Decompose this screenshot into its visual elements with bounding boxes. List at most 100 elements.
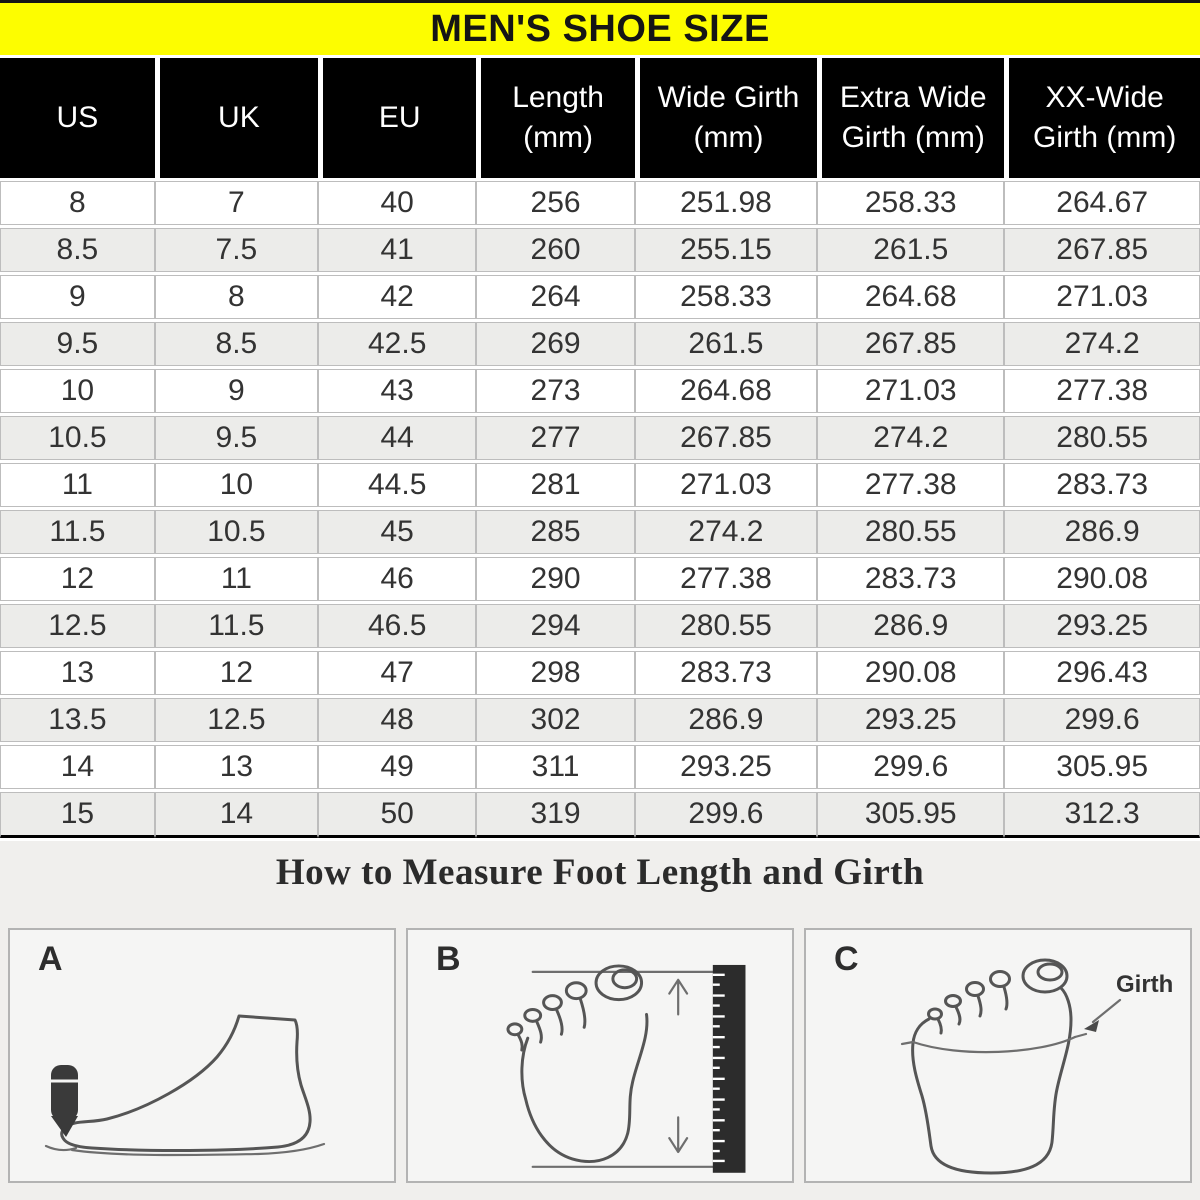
column-header: US <box>0 58 155 178</box>
cell: 299.6 <box>817 745 1005 789</box>
cell: 271.03 <box>817 369 1005 413</box>
pencil-icon <box>51 1065 78 1120</box>
panel-c: C Girth <box>804 928 1192 1183</box>
cell: 283.73 <box>817 557 1005 601</box>
arrow-down-icon <box>668 1116 689 1154</box>
cell: 274.2 <box>817 416 1005 460</box>
cell: 277.38 <box>1004 369 1200 413</box>
cell: 264.68 <box>817 275 1005 319</box>
column-header: XX-Wide Girth (mm) <box>1004 58 1200 178</box>
cell: 286.9 <box>817 604 1005 648</box>
cell: 277.38 <box>817 463 1005 507</box>
cell: 267.85 <box>817 322 1005 366</box>
title-band: MEN'S SHOE SIZE <box>0 0 1200 55</box>
cell: 12 <box>0 557 155 601</box>
cell: 294 <box>476 604 635 648</box>
cell: 13 <box>0 651 155 695</box>
cell: 267.85 <box>634 416 818 460</box>
cell: 286.9 <box>634 698 818 742</box>
panel-a: A <box>8 928 396 1183</box>
cell: 9 <box>0 275 155 319</box>
measure-panels: A B <box>0 928 1200 1183</box>
cell: 281 <box>476 463 635 507</box>
girth-label: Girth <box>1116 971 1173 998</box>
cell: 258.33 <box>634 275 818 319</box>
cell: 312.3 <box>1004 792 1200 838</box>
cell: 293.25 <box>634 745 818 789</box>
table-row: 11.5 10.5 45 285 274.2 280.55 286.9 <box>0 510 1200 554</box>
cell: 255.15 <box>634 228 818 272</box>
cell: 44 <box>317 416 477 460</box>
girth-arrow-icon <box>1091 998 1122 1024</box>
table-row: 11 10 44.5 281 271.03 277.38 283.73 <box>0 463 1200 507</box>
cell: 256 <box>476 181 635 225</box>
cell: 267.85 <box>1004 228 1200 272</box>
cell: 13 <box>154 745 318 789</box>
panel-a-label: A <box>38 940 63 978</box>
table-row: 9.5 8.5 42.5 269 261.5 267.85 274.2 <box>0 322 1200 366</box>
cell: 285 <box>476 510 635 554</box>
foot-side-pencil-length-diagram-icon <box>44 1014 326 1157</box>
cell: 10 <box>0 369 155 413</box>
cell: 9 <box>154 369 318 413</box>
cell: 258.33 <box>817 181 1005 225</box>
cell: 293.25 <box>1004 604 1200 648</box>
cell: 305.95 <box>1004 745 1200 789</box>
cell: 40 <box>317 181 477 225</box>
foot-top-ruler-length-diagram-icon <box>506 964 746 1173</box>
cell: 311 <box>476 745 635 789</box>
column-header: Wide Girth (mm) <box>634 58 818 178</box>
cell: 302 <box>476 698 635 742</box>
table-row: 13 12 47 298 283.73 290.08 296.43 <box>0 651 1200 695</box>
cell: 277.38 <box>634 557 818 601</box>
panel-c-label: C <box>834 940 859 978</box>
cell: 290 <box>476 557 635 601</box>
cell: 277 <box>476 416 635 460</box>
cell: 8 <box>0 181 155 225</box>
measure-section: How to Measure Foot Length and Girth A B <box>0 851 1200 1183</box>
cell: 264.68 <box>634 369 818 413</box>
column-header: EU <box>317 58 477 178</box>
table-row: 10.5 9.5 44 277 267.85 274.2 280.55 <box>0 416 1200 460</box>
cell: 273 <box>476 369 635 413</box>
cell: 299.6 <box>634 792 818 838</box>
cell: 296.43 <box>1004 651 1200 695</box>
table-row: 12 11 46 290 277.38 283.73 290.08 <box>0 557 1200 601</box>
table-row: 15 14 50 319 299.6 305.95 312.3 <box>0 792 1200 838</box>
cell: 44.5 <box>317 463 477 507</box>
column-header: UK <box>154 58 318 178</box>
table-row: 8 7 40 256 251.98 258.33 264.67 <box>0 181 1200 225</box>
table-row: 14 13 49 311 293.25 299.6 305.95 <box>0 745 1200 789</box>
cell: 283.73 <box>1004 463 1200 507</box>
cell: 271.03 <box>634 463 818 507</box>
cell: 13.5 <box>0 698 155 742</box>
cell: 8 <box>154 275 318 319</box>
cell: 46 <box>317 557 477 601</box>
cell: 14 <box>0 745 155 789</box>
cell: 8.5 <box>154 322 318 366</box>
cell: 264.67 <box>1004 181 1200 225</box>
cell: 280.55 <box>1004 416 1200 460</box>
table-body: 8 7 40 256 251.98 258.33 264.67 8.5 7.5 41 260 255.… <box>0 181 1200 838</box>
foot-top-girth-tape-diagram-icon: Girth <box>900 958 1173 1175</box>
cell: 290.08 <box>817 651 1005 695</box>
cell: 46.5 <box>317 604 477 648</box>
cell: 42.5 <box>317 322 477 366</box>
cell: 251.98 <box>634 181 818 225</box>
arrow-up-icon <box>668 978 689 1016</box>
table-row: 8.5 7.5 41 260 255.15 261.5 267.85 <box>0 228 1200 272</box>
cell: 261.5 <box>817 228 1005 272</box>
cell: 11.5 <box>154 604 318 648</box>
girth-line-icon <box>911 1035 1077 1054</box>
cell: 12 <box>154 651 318 695</box>
panel-b: B <box>406 928 794 1183</box>
column-header: Extra Wide Girth (mm) <box>817 58 1005 178</box>
cell: 42 <box>317 275 477 319</box>
table-row: 12.5 11.5 46.5 294 280.55 286.9 293.25 <box>0 604 1200 648</box>
cell: 271.03 <box>1004 275 1200 319</box>
cell: 280.55 <box>634 604 818 648</box>
cell: 293.25 <box>817 698 1005 742</box>
cell: 286.9 <box>1004 510 1200 554</box>
measure-heading: How to Measure Foot Length and Girth <box>275 852 925 893</box>
cell: 290.08 <box>1004 557 1200 601</box>
